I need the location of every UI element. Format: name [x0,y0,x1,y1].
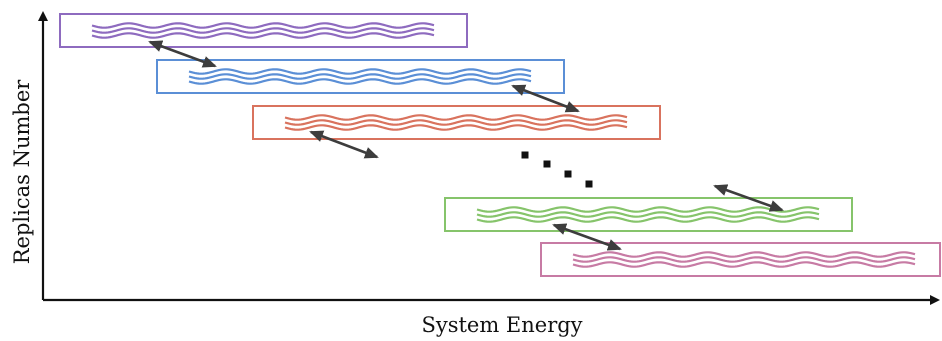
replica-box [59,13,468,48]
exchange-arrow [713,184,784,212]
wave-line [284,114,628,121]
wave-line [188,78,532,85]
replica-box [156,59,565,94]
wave-line [572,251,916,258]
exchange-arrow [511,84,580,113]
replica-wave-icon [91,22,435,39]
replica-4 [444,197,853,232]
wave-line [476,211,820,218]
wave-line [91,27,435,34]
exchange-arrow [148,40,217,68]
exchange-arrows [148,40,784,251]
y-axis-label: Replicas Number [10,79,34,265]
axes: System Energy Replicas Number [10,11,940,337]
wave-line [476,206,820,213]
wave-line [188,68,532,75]
ellipsis-dot [521,151,529,159]
wave-line [284,124,628,131]
wave-line [476,216,820,223]
ellipsis-dots-icon [521,151,593,188]
wave-line [572,261,916,268]
replicas [59,13,941,277]
wave-line [188,73,532,80]
ellipsis-dot [543,160,551,168]
x-axis-label: System Energy [421,313,582,337]
replica-box [540,242,941,277]
replica-box [444,197,853,232]
replica-wave-icon [188,68,532,85]
replica-wave-icon [284,114,628,131]
ellipsis-dot [585,180,593,188]
ellipsis-dot [564,170,572,178]
wave-line [572,256,916,263]
wave-line [284,119,628,126]
replica-box [252,105,661,140]
replica-wave-icon [572,251,916,268]
replica-2 [156,59,565,94]
wave-line [91,32,435,39]
exchange-arrow [309,130,379,159]
replica-1 [59,13,468,48]
replica-5 [540,242,941,277]
wave-line [91,22,435,29]
replica-wave-icon [476,206,820,223]
replica-3 [252,105,661,140]
exchange-arrow [552,223,622,251]
